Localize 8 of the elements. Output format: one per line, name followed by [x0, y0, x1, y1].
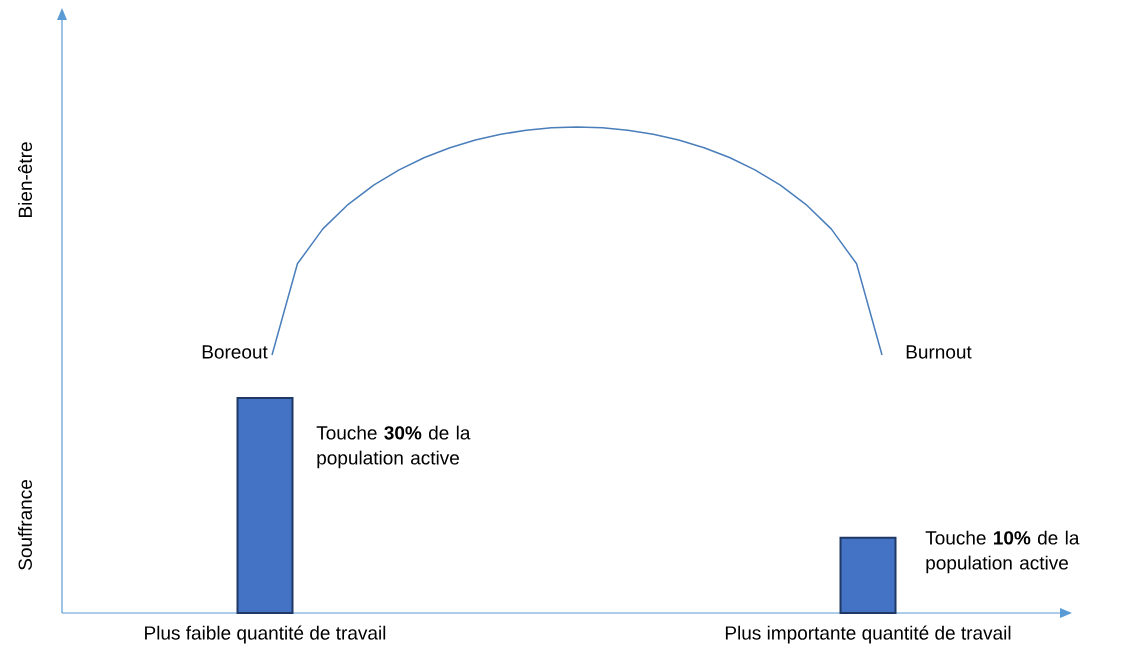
annotation: Touche 10% de la population active: [925, 530, 1080, 574]
x-tick-label: Plus faible quantité de travail: [145, 625, 386, 644]
text: Burnout: [906, 345, 972, 359]
annotation: Touche 30% de la population active: [316, 425, 471, 469]
text: Bien-être: [17, 142, 33, 217]
x-tick-label: Plus importante quantité de travail: [725, 625, 1011, 644]
annotation: Boreout: [202, 345, 268, 359]
text: Souffrance: [18, 480, 32, 570]
